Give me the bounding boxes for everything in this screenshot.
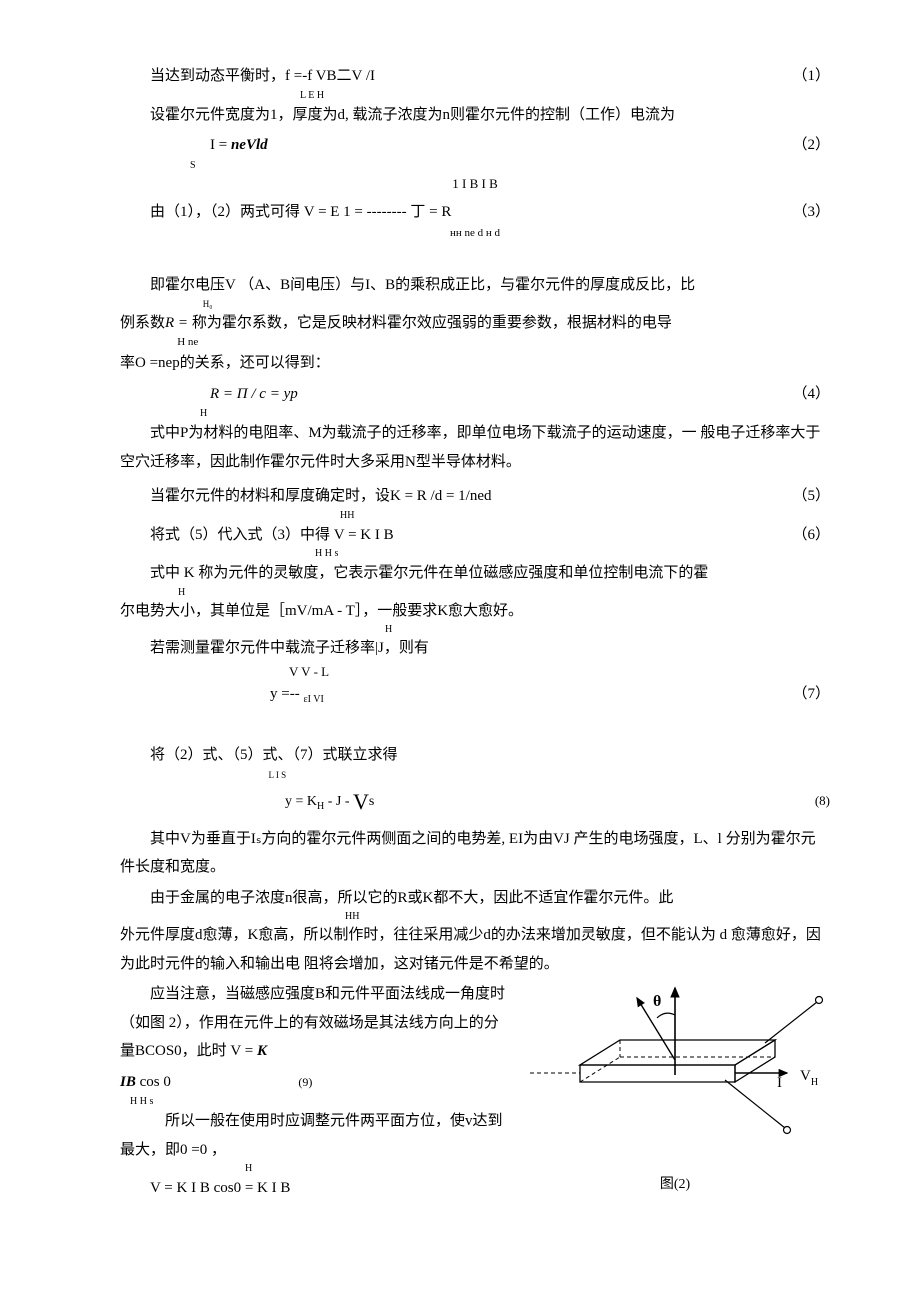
para-18b: 外元件厚度d愈薄，K愈高，所以制作时，往往采用减少d的办法来增加灵敏度，但不能认… xyxy=(120,921,830,978)
para-21: V = K I B cos0 = K I B xyxy=(120,1174,830,1203)
eq8-main: y = KH - J - Vs xyxy=(285,794,374,809)
para-12b-sub: H xyxy=(120,627,830,632)
eqnum-5: （5） xyxy=(770,482,830,511)
eq5-body: 当霍尔元件的材料和厚度确定时，设K = R /d = 1/ned xyxy=(150,488,492,504)
para-19a: 应当注意，当磁感应强度B和元件平面法线成一角度时（如图 2），作用在元件上的有效… xyxy=(120,980,830,1066)
para-12a-sub: H xyxy=(120,590,830,595)
para-17: 其中V为垂直于Iₛ方向的霍尔元件两侧面之间的电势差, EI为由VJ 产生的电场强… xyxy=(120,825,830,882)
eq6-sub: H H s xyxy=(120,551,830,557)
eq4-body: R = П / c = yp xyxy=(210,386,298,402)
eq4-sub: H xyxy=(120,410,830,417)
eq7-main: y =-- xyxy=(270,686,303,702)
eqnum-9: (9) xyxy=(298,1075,312,1089)
eqnum-8: (8) xyxy=(770,789,830,814)
eq2-I: I = xyxy=(210,137,231,153)
para-6: 例系数R = 称为霍尔系数，它是反映材料霍尔效应强弱的重要参数，根据材料的电导 xyxy=(120,309,830,338)
para-5-text: 即霍尔电压V （A、B间电压）与I、B的乘积成正比，与霍尔元件的厚度成反比，比 xyxy=(150,277,695,293)
eq3-body: 由（1），（2）两式可得 V = E 1 = -------- 丁 = R xyxy=(150,204,451,220)
eq8-sup: L I S xyxy=(120,772,830,779)
para-15: 将（2）式、（5）式、（7）式联立求得 xyxy=(120,741,830,770)
para-6r: R = xyxy=(165,315,192,331)
eq3-bot: нн ne d н d xyxy=(120,229,830,239)
para-6b: 称为霍尔系数，它是反映材料霍尔效应强弱的重要参数，根据材料的电导 xyxy=(192,315,672,331)
para-5-sub: H₀ xyxy=(120,302,830,307)
eq7-sub: εI VI xyxy=(303,694,323,705)
eqnum-4: （4） xyxy=(770,380,830,409)
line-eq9: IB cos 0 (9) xyxy=(120,1068,830,1097)
para-18a-sub: HH xyxy=(120,914,830,919)
eq9-cos: cos 0 xyxy=(136,1074,171,1090)
para-19a-text: 应当注意，当磁感应强度B和元件平面法线成一角度时（如图 2），作用在元件上的有效… xyxy=(120,986,505,1059)
line-eq5: 当霍尔元件的材料和厚度确定时，设K = R /d = 1/ned （5） xyxy=(120,482,830,511)
para-2: 设霍尔元件宽度为1，厚度为d, 载流子浓度为n则霍尔元件的控制（工作）电流为 xyxy=(120,101,830,130)
para-7: 率O =nep的关系，还可以得到： xyxy=(120,349,830,378)
eqnum-3: （3） xyxy=(770,198,830,227)
eq3-top: 1 I B I B xyxy=(120,172,830,197)
para-20-sub: H xyxy=(120,1166,830,1172)
para-9: 式中P为材料的电阻率、M为载流子的迁移率，即单位电场下载流子的运动速度，一 般电… xyxy=(120,419,830,476)
para-5: 即霍尔电压V （A、B间电压）与I、B的乘积成正比，与霍尔元件的厚度成反比，比 xyxy=(120,271,830,300)
eq5-sub: HH xyxy=(120,513,830,519)
eqnum-1: （1） xyxy=(770,62,830,91)
para-19a-K: K xyxy=(257,1043,267,1059)
para-12a: 式中 K 称为元件的灵敏度，它表示霍尔元件在单位磁感应强度和单位控制电流下的霍 xyxy=(120,559,830,588)
line-eq8: y = KH - J - Vs (8) xyxy=(120,781,830,823)
para-6a: 例系数 xyxy=(120,315,165,331)
eq7-top: V V - L xyxy=(120,665,830,678)
eqnum-6: （6） xyxy=(770,521,830,550)
eq2-neVld: neVld xyxy=(231,137,268,153)
line-eq4: R = П / c = yp （4） xyxy=(120,380,830,409)
para-12b: 尔电势大小，其单位是［mV/mA - T］，一般要求K愈大愈好。 xyxy=(120,597,830,626)
sub-eq1: L E H xyxy=(120,93,830,99)
line-eq1: 当达到动态平衡时，f =-f VB二V /I （1） xyxy=(120,62,830,91)
sub-eq2: S xyxy=(120,162,830,170)
para-6-sub: H ne xyxy=(120,339,830,347)
line-eq3: 由（1），（2）两式可得 V = E 1 = -------- 丁 = R （3… xyxy=(120,198,830,227)
eq9-sub: H H s xyxy=(120,1098,830,1105)
eq6-body: 将式（5）代入式（3）中得 V = K I B xyxy=(150,527,394,543)
line-eq6: 将式（5）代入式（3）中得 V = K I B （6） xyxy=(120,521,830,550)
eqnum-2: （2） xyxy=(770,131,830,160)
eqnum-7: （7） xyxy=(770,680,830,709)
para-13: 若需测量霍尔元件中载流子迁移率|J，则有 xyxy=(120,634,830,663)
eq9-IB: IB xyxy=(120,1074,136,1090)
line-eq2: I = neVld （2） xyxy=(120,131,830,160)
line-eq7: y =-- εI VI （7） xyxy=(120,680,830,709)
para-18a: 由于金属的电子浓度n很高，所以它的R或K都不大，因此不适宜作霍尔元件。此 xyxy=(120,884,830,913)
para-20: 所以一般在使用时应调整元件两平面方位，使v达到最大，即0 =0 ， xyxy=(120,1107,830,1164)
text-eq1-body: 当达到动态平衡时，f =-f VB二V /I xyxy=(150,68,375,84)
